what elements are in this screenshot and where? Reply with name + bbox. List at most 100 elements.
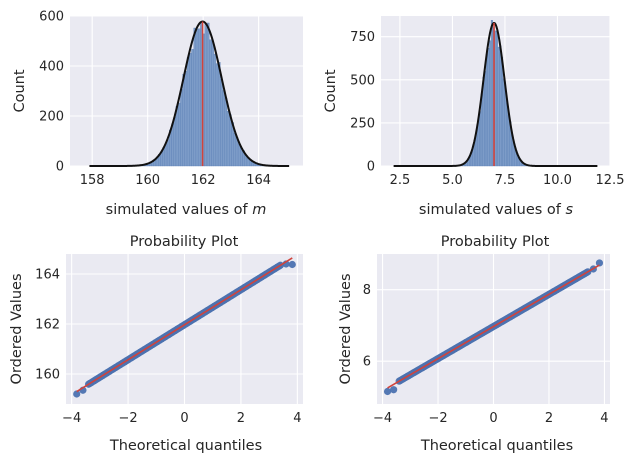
x-axis-label-var: m [252,202,266,218]
x-tick-label: 2.5 [390,173,411,188]
x-tick-label: −2 [118,411,137,426]
y-tick-label: 250 [350,116,375,131]
data-point [390,386,398,394]
histogram-bar [504,87,507,167]
histogram-bar [229,114,232,167]
x-tick-label: 10.0 [543,173,572,188]
data-point [73,390,81,398]
data-point [288,260,296,269]
density-curve [393,21,598,167]
histogram-bar [500,56,504,167]
histogram-bar [490,20,493,167]
histogram-bar [217,62,221,167]
y-axis-label: Count [323,69,339,112]
x-tick-label: 164 [246,173,271,188]
histogram-bar [499,45,502,167]
chart-m-probability-plot: −4 −2 0 2 4 160 162 164 Probability Plot Ordere… [9,234,303,454]
histogram-bar [506,103,509,167]
x-tick-label: 160 [135,173,160,188]
histogram-bar [191,49,194,167]
histogram-bar [211,40,214,167]
histogram-bar [233,132,237,167]
histogram-bar [495,31,498,167]
histogram-bar [484,71,487,167]
x-axis-label: Theoretical quantiles [420,438,573,454]
x-tick-label: 0 [489,411,497,426]
histogram-bar [197,28,201,167]
histogram-bar [180,89,183,167]
y-tick-label: 164 [35,268,60,283]
x-axis-label-var: s [566,202,574,218]
histogram-bar [173,116,177,167]
chart-title: Probability Plot [441,234,550,250]
y-tick-label: 6 [363,355,371,370]
histogram-bar [224,97,228,167]
histogram-bar [479,111,482,167]
x-tick-label: −4 [62,411,81,426]
histogram-bar [204,24,208,167]
y-axis-label: Ordered Values [9,274,25,385]
x-tick-label: 7.5 [495,173,516,188]
x-axis-label-prefix: simulated values of [106,202,253,218]
y-tick-label: 162 [35,318,60,333]
x-axis-label-prefix: simulated values of [419,202,566,218]
fit-line [387,264,600,389]
y-tick-label: 200 [39,110,64,125]
histogram-bar [485,54,488,167]
histogram-bar [193,27,197,167]
fit-line [76,257,293,393]
y-axis-label: Ordered Values [338,274,354,385]
histogram-bar [166,139,170,167]
histogram-bar [184,71,188,167]
histogram-bar [215,63,219,167]
histogram-bar [489,40,492,167]
x-tick-label: 162 [191,173,216,188]
y-tick-label: 0 [367,160,375,175]
y-tick-label: 600 [39,10,64,25]
histogram-bar [206,22,210,167]
histogram-bar [497,46,500,167]
chart-s-histogram: 2.5 5.0 7.5 10.0 12.5 0 250 500 750 Count simula… [323,16,624,218]
x-tick-label: −4 [373,411,392,426]
x-tick-label: 0 [180,411,188,426]
histogram-bar [209,39,212,167]
histogram-bar [178,102,181,167]
x-tick-label: 2 [545,411,553,426]
histogram-bar [222,90,225,167]
x-axis-label: simulated values of s [419,202,574,218]
chart-m-histogram: 158 160 162 164 0 200 400 600 Count simulated v… [12,10,303,218]
x-tick-label: 158 [80,173,105,188]
chart-title: Probability Plot [130,234,239,250]
histogram-bar [182,73,186,167]
y-tick-label: 500 [350,73,375,88]
x-axis-label: Theoretical quantiles [109,438,262,454]
histogram-bar [195,29,199,167]
x-tick-label: 4 [600,411,608,426]
histogram-bar [186,57,190,167]
histogram-bar [487,48,490,167]
histogram-bar [175,106,179,167]
chart-s-probability-plot: −4 −2 0 2 4 6 8 Probability Plot Ordered Value… [338,234,610,454]
histogram-bar [171,123,174,167]
x-tick-label: 4 [293,411,301,426]
histogram-bar [237,143,241,167]
density-curve [89,20,290,167]
histogram-bar [164,143,168,167]
x-axis-label: simulated values of m [106,202,267,218]
histogram-bar [189,53,192,167]
histogram-bar [226,111,230,167]
y-tick-label: 750 [350,30,375,45]
x-tick-label: −2 [428,411,447,426]
x-tick-label: 5.0 [442,173,463,188]
x-tick-label: 2 [237,411,245,426]
histogram-bar [213,53,217,167]
y-axis-label: Count [12,69,28,112]
histogram-bar [220,79,223,167]
y-tick-label: 400 [39,60,64,75]
histogram-bar [502,78,505,167]
x-tick-label: 12.5 [596,173,625,188]
y-tick-label: 160 [35,368,60,383]
data-point [383,387,392,396]
y-tick-label: 8 [363,283,371,298]
